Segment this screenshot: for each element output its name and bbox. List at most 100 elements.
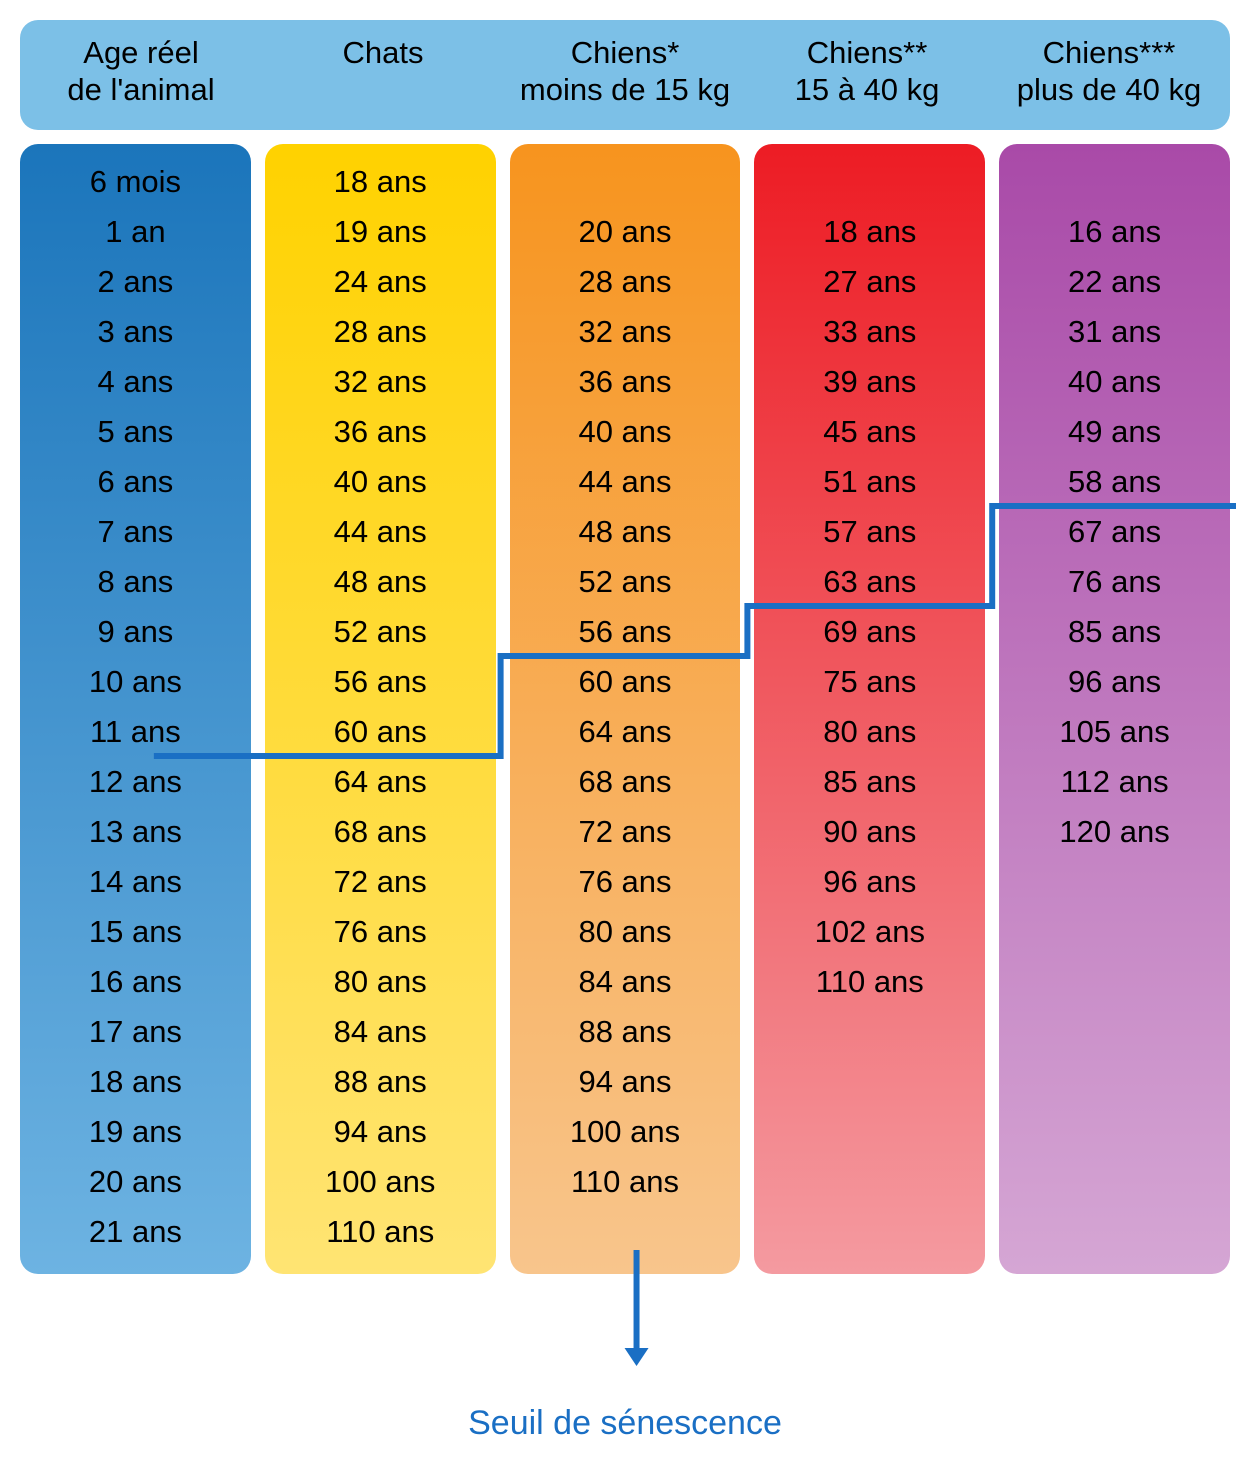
cell-chiens_plus_40-row-4: 40 ans — [999, 356, 1230, 406]
cell-age_reel-row-4: 4 ans — [20, 356, 251, 406]
cell-chats-row-3: 28 ans — [265, 306, 496, 356]
cell-chats-row-0: 18 ans — [265, 156, 496, 206]
cell-chiens_15_40-row-16: 110 ans — [754, 956, 985, 1006]
cell-age_reel-row-20: 20 ans — [20, 1156, 251, 1206]
cell-chiens_15_40-row-13: 90 ans — [754, 806, 985, 856]
cell-age_reel-row-17: 17 ans — [20, 1006, 251, 1056]
cell-chiens_15_40-row-11: 80 ans — [754, 706, 985, 756]
header-cell-1: Chats — [262, 20, 504, 130]
cell-chiens_15_40-row-21 — [754, 1206, 985, 1256]
cell-chats-row-2: 24 ans — [265, 256, 496, 306]
cell-chiens_moins_15-row-10: 60 ans — [510, 656, 741, 706]
cell-chats-row-19: 94 ans — [265, 1106, 496, 1156]
cell-age_reel-row-19: 19 ans — [20, 1106, 251, 1156]
cell-chiens_plus_40-row-2: 22 ans — [999, 256, 1230, 306]
cell-chiens_plus_40-row-0 — [999, 156, 1230, 206]
cell-chiens_moins_15-row-12: 68 ans — [510, 756, 741, 806]
cell-chiens_15_40-row-0 — [754, 156, 985, 206]
cell-chiens_moins_15-row-17: 88 ans — [510, 1006, 741, 1056]
cell-chiens_15_40-row-4: 39 ans — [754, 356, 985, 406]
cell-chats-row-13: 68 ans — [265, 806, 496, 856]
cell-chiens_15_40-row-1: 18 ans — [754, 206, 985, 256]
header-cell-0: Age réel de l'animal — [20, 20, 262, 130]
cell-chiens_plus_40-row-19 — [999, 1106, 1230, 1156]
cell-chiens_15_40-row-15: 102 ans — [754, 906, 985, 956]
cell-chiens_moins_15-row-9: 56 ans — [510, 606, 741, 656]
cell-chiens_plus_40-row-6: 58 ans — [999, 456, 1230, 506]
cell-chiens_15_40-row-8: 63 ans — [754, 556, 985, 606]
cell-chiens_plus_40-row-14 — [999, 856, 1230, 906]
cell-chiens_15_40-row-12: 85 ans — [754, 756, 985, 806]
cell-chiens_plus_40-row-15 — [999, 906, 1230, 956]
header-cell-4: Chiens*** plus de 40 kg — [988, 20, 1230, 130]
table-header-row: Age réel de l'animalChatsChiens* moins d… — [20, 20, 1230, 130]
cell-age_reel-row-2: 2 ans — [20, 256, 251, 306]
cell-chiens_15_40-row-2: 27 ans — [754, 256, 985, 306]
cell-chiens_moins_15-row-8: 52 ans — [510, 556, 741, 606]
header-cell-3: Chiens** 15 à 40 kg — [746, 20, 988, 130]
cell-chiens_moins_15-row-14: 76 ans — [510, 856, 741, 906]
cell-chiens_plus_40-row-8: 76 ans — [999, 556, 1230, 606]
cell-chats-row-4: 32 ans — [265, 356, 496, 406]
column-chiens_plus_40: 16 ans22 ans31 ans40 ans49 ans58 ans67 a… — [999, 144, 1230, 1274]
senescence-caption: Seuil de sénescence — [20, 1404, 1230, 1443]
header-cell-2: Chiens* moins de 15 kg — [504, 20, 746, 130]
cell-chiens_moins_15-row-16: 84 ans — [510, 956, 741, 1006]
cell-chats-row-9: 52 ans — [265, 606, 496, 656]
cell-chiens_15_40-row-20 — [754, 1156, 985, 1206]
column-chats: 18 ans19 ans24 ans28 ans32 ans36 ans40 a… — [265, 144, 496, 1274]
cell-chats-row-11: 60 ans — [265, 706, 496, 756]
cell-age_reel-row-7: 7 ans — [20, 506, 251, 556]
cell-chiens_moins_15-row-3: 32 ans — [510, 306, 741, 356]
cell-chiens_plus_40-row-9: 85 ans — [999, 606, 1230, 656]
cell-chiens_moins_15-row-21 — [510, 1206, 741, 1256]
cell-age_reel-row-0: 6 mois — [20, 156, 251, 206]
cell-chiens_moins_15-row-5: 40 ans — [510, 406, 741, 456]
cell-chiens_plus_40-row-20 — [999, 1156, 1230, 1206]
cell-chats-row-15: 76 ans — [265, 906, 496, 956]
cell-chats-row-7: 44 ans — [265, 506, 496, 556]
column-age_reel: 6 mois1 an2 ans3 ans4 ans5 ans6 ans7 ans… — [20, 144, 251, 1274]
cell-chiens_15_40-row-3: 33 ans — [754, 306, 985, 356]
cell-chiens_moins_15-row-18: 94 ans — [510, 1056, 741, 1106]
cell-chats-row-1: 19 ans — [265, 206, 496, 256]
cell-chiens_moins_15-row-7: 48 ans — [510, 506, 741, 556]
cell-chiens_plus_40-row-18 — [999, 1056, 1230, 1106]
cell-chiens_plus_40-row-17 — [999, 1006, 1230, 1056]
cell-age_reel-row-16: 16 ans — [20, 956, 251, 1006]
cell-age_reel-row-11: 11 ans — [20, 706, 251, 756]
cell-chats-row-10: 56 ans — [265, 656, 496, 706]
cell-chiens_plus_40-row-10: 96 ans — [999, 656, 1230, 706]
cell-age_reel-row-12: 12 ans — [20, 756, 251, 806]
cell-chiens_plus_40-row-5: 49 ans — [999, 406, 1230, 456]
cell-chiens_plus_40-row-7: 67 ans — [999, 506, 1230, 556]
cell-age_reel-row-13: 13 ans — [20, 806, 251, 856]
cell-chats-row-8: 48 ans — [265, 556, 496, 606]
cell-chats-row-5: 36 ans — [265, 406, 496, 456]
cell-chiens_plus_40-row-13: 120 ans — [999, 806, 1230, 856]
cell-chiens_15_40-row-10: 75 ans — [754, 656, 985, 706]
cell-chiens_plus_40-row-3: 31 ans — [999, 306, 1230, 356]
cell-chats-row-18: 88 ans — [265, 1056, 496, 1106]
cell-chiens_plus_40-row-11: 105 ans — [999, 706, 1230, 756]
cell-age_reel-row-14: 14 ans — [20, 856, 251, 906]
cell-age_reel-row-15: 15 ans — [20, 906, 251, 956]
cell-chiens_plus_40-row-16 — [999, 956, 1230, 1006]
cell-age_reel-row-6: 6 ans — [20, 456, 251, 506]
cell-chiens_moins_15-row-13: 72 ans — [510, 806, 741, 856]
cell-chats-row-12: 64 ans — [265, 756, 496, 806]
cell-chiens_moins_15-row-11: 64 ans — [510, 706, 741, 756]
cell-chiens_moins_15-row-1: 20 ans — [510, 206, 741, 256]
cell-chiens_15_40-row-17 — [754, 1006, 985, 1056]
cell-age_reel-row-3: 3 ans — [20, 306, 251, 356]
cell-age_reel-row-8: 8 ans — [20, 556, 251, 606]
cell-age_reel-row-9: 9 ans — [20, 606, 251, 656]
cell-chiens_moins_15-row-2: 28 ans — [510, 256, 741, 306]
column-chiens_moins_15: 20 ans28 ans32 ans36 ans40 ans44 ans48 a… — [510, 144, 741, 1274]
cell-chats-row-20: 100 ans — [265, 1156, 496, 1206]
cell-chiens_moins_15-row-0 — [510, 156, 741, 206]
cell-chats-row-21: 110 ans — [265, 1206, 496, 1256]
column-chiens_15_40: 18 ans27 ans33 ans39 ans45 ans51 ans57 a… — [754, 144, 985, 1274]
cell-chiens_15_40-row-18 — [754, 1056, 985, 1106]
cell-chats-row-17: 84 ans — [265, 1006, 496, 1056]
